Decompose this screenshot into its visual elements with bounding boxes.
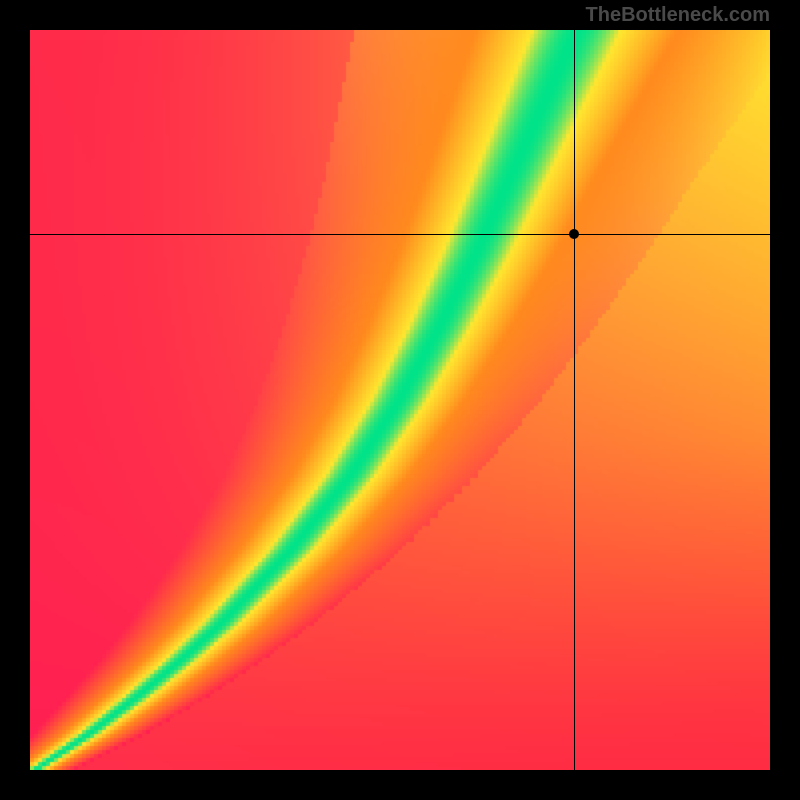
crosshair-horizontal	[30, 234, 770, 235]
watermark-text: TheBottleneck.com	[586, 4, 770, 27]
heatmap-canvas	[30, 30, 770, 770]
crosshair-vertical	[574, 30, 575, 770]
heatmap-plot	[30, 30, 770, 770]
intersection-marker	[569, 229, 579, 239]
